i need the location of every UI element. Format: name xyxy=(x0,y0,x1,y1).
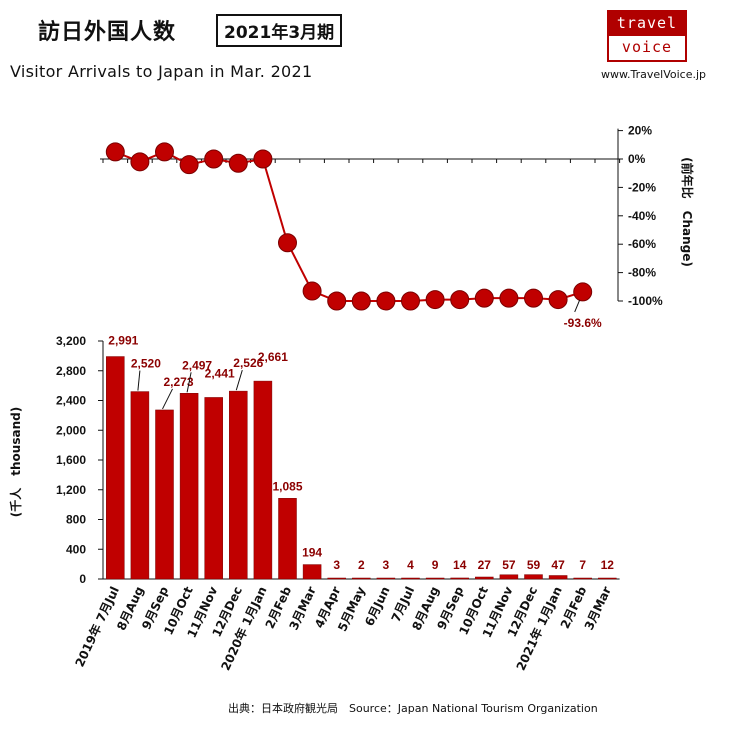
bar-label-leader xyxy=(162,388,173,410)
line-point xyxy=(155,142,174,162)
bar xyxy=(253,380,273,580)
line-point xyxy=(327,291,347,311)
bar xyxy=(548,575,568,580)
line-point xyxy=(302,281,322,301)
bar xyxy=(573,577,592,580)
line-point xyxy=(228,153,248,173)
bar-value-label: 2,991 xyxy=(108,334,138,348)
bar-value-label: 2,661 xyxy=(258,350,288,364)
bar-y-tick-label: 3,200 xyxy=(56,334,86,348)
bar xyxy=(598,577,617,580)
line-point xyxy=(548,290,568,310)
bar-value-label: 27 xyxy=(478,558,492,572)
bar-value-label: 2,520 xyxy=(131,357,161,371)
bar-value-label: 2 xyxy=(358,558,365,572)
line-point xyxy=(130,152,150,172)
bar-value-label: 7 xyxy=(579,558,586,572)
bar xyxy=(450,577,469,580)
line-y-axis-label: (前年比 Change) xyxy=(680,157,695,267)
line-y-tick-label: -20% xyxy=(628,180,656,194)
bar-value-label: 2,273 xyxy=(163,375,193,389)
bar xyxy=(302,564,322,580)
bar-y-tick-label: 2,800 xyxy=(56,364,86,378)
chart-subtitle: Visitor Arrivals to Japan in Mar. 2021 xyxy=(10,62,313,81)
line-series xyxy=(114,150,583,302)
bar xyxy=(229,390,248,580)
bar-y-tick-label: 2,400 xyxy=(56,394,86,408)
bar xyxy=(352,577,371,580)
period-badge: 2021年3月期 xyxy=(216,14,343,47)
bar-value-label: 1,085 xyxy=(272,479,302,493)
line-y-tick-label: 20% xyxy=(628,124,652,138)
bar xyxy=(401,577,420,580)
bar xyxy=(327,577,346,580)
travelvoice-logo: travel voice xyxy=(607,10,687,62)
bar-value-label: 2,497 xyxy=(182,358,212,372)
line-point xyxy=(450,290,470,310)
bar-y-tick-label: 1,600 xyxy=(56,453,86,467)
bar-value-label: 14 xyxy=(453,558,467,572)
bar-y-tick-label: 800 xyxy=(66,513,86,527)
site-url: www.TravelVoice.jp xyxy=(601,68,706,81)
bar-value-label: 59 xyxy=(527,558,541,572)
bar-value-label: 57 xyxy=(502,558,516,572)
line-point xyxy=(499,288,519,308)
bar xyxy=(475,576,494,580)
bar xyxy=(376,577,396,580)
bar-y-tick-label: 1,200 xyxy=(56,483,86,497)
bar-value-label: 47 xyxy=(551,558,565,572)
line-point xyxy=(179,155,199,175)
last-label-leader xyxy=(574,299,581,313)
bar-value-label: 9 xyxy=(432,558,439,572)
line-point xyxy=(474,288,494,308)
bar xyxy=(130,391,150,580)
line-y-tick-label: -80% xyxy=(628,266,656,280)
line-point xyxy=(278,233,297,253)
logo-top-text: travel xyxy=(609,12,685,36)
line-last-value-label: -93.6% xyxy=(564,316,602,330)
line-point xyxy=(401,291,420,311)
bar xyxy=(499,574,519,580)
bar-label-leader xyxy=(137,370,141,391)
source-note: 出典：日本政府観光局 Source：Japan National Tourism… xyxy=(228,702,598,715)
bar-label-leader xyxy=(186,372,192,393)
line-point xyxy=(204,149,224,169)
line-y-tick-label: -60% xyxy=(628,237,656,251)
bar xyxy=(179,393,199,580)
bar-value-label: 3 xyxy=(333,558,340,572)
line-point xyxy=(425,290,445,310)
line-point xyxy=(105,142,125,162)
line-y-tick-label: -40% xyxy=(628,209,656,223)
bar xyxy=(106,356,125,580)
bar-y-tick-label: 400 xyxy=(66,542,86,556)
line-point xyxy=(351,291,371,311)
bar-value-label: 2,441 xyxy=(205,366,235,380)
line-point xyxy=(376,291,396,311)
bar-y-tick-label: 2,000 xyxy=(56,423,86,437)
bar xyxy=(425,577,445,580)
bar xyxy=(155,409,174,580)
bar xyxy=(524,574,543,580)
logo-bottom-text: voice xyxy=(621,38,673,56)
bar-value-label: 4 xyxy=(407,558,414,572)
bar-value-label: 3 xyxy=(383,558,390,572)
bar-value-label: 2,526 xyxy=(233,356,263,370)
line-point xyxy=(524,288,543,308)
bar-value-label: 194 xyxy=(302,546,322,560)
line-point xyxy=(253,149,273,169)
line-y-tick-label: -100% xyxy=(628,294,663,308)
line-y-tick-label: 0% xyxy=(628,152,646,166)
bar-label-leader xyxy=(235,369,243,391)
bar-y-axis-label: (千人 thousand) xyxy=(8,407,23,517)
line-point xyxy=(573,282,593,302)
page-title: 訪日外国人数 xyxy=(38,20,177,45)
bar xyxy=(278,498,297,580)
bar-y-tick-label: 0 xyxy=(79,572,86,586)
bar xyxy=(204,397,223,580)
bar-value-label: 12 xyxy=(601,558,615,572)
